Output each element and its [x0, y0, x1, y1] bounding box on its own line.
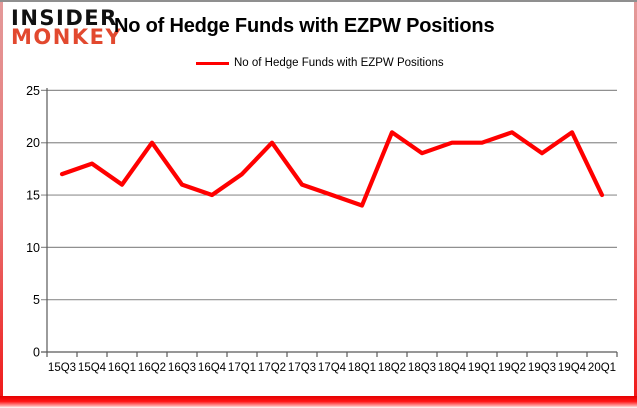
y-tick-label: 5 — [33, 293, 40, 307]
x-tick-label: 18Q4 — [438, 362, 467, 374]
x-tick-label: 17Q1 — [228, 362, 256, 374]
y-tick-label: 25 — [26, 84, 40, 98]
x-tick-label: 18Q1 — [348, 362, 376, 374]
x-tick-label: 15Q4 — [78, 362, 107, 374]
x-tick-label: 18Q2 — [378, 362, 406, 374]
card-border-bottom — [0, 396, 637, 408]
x-tick-label: 19Q3 — [528, 362, 556, 374]
x-tick-label: 16Q2 — [138, 362, 166, 374]
x-tick-label: 20Q1 — [588, 362, 616, 374]
x-tick-label: 17Q3 — [288, 362, 316, 374]
x-tick-label: 19Q1 — [468, 362, 496, 374]
chart-title: No of Hedge Funds with EZPW Positions — [114, 15, 495, 37]
x-tick-label: 16Q3 — [168, 362, 196, 374]
y-tick-label: 10 — [26, 241, 40, 255]
chart-legend: No of Hedge Funds with EZPW Positions — [196, 57, 444, 69]
x-tick-label: 15Q3 — [48, 362, 76, 374]
series-line — [59, 130, 605, 208]
x-tick-label: 19Q2 — [498, 362, 526, 374]
card-border-right — [634, 2, 637, 400]
card-border-left — [0, 2, 3, 400]
x-tick-label: 16Q1 — [108, 362, 136, 374]
x-tick-label: 17Q4 — [318, 362, 347, 374]
legend-label: No of Hedge Funds with EZPW Positions — [234, 57, 444, 69]
logo-line-monkey: MONKEY — [11, 25, 123, 49]
x-tick-label: 19Q4 — [558, 362, 587, 374]
legend-line-swatch — [196, 61, 229, 65]
x-tick-label: 16Q4 — [198, 362, 227, 374]
x-tick-label: 18Q3 — [408, 362, 436, 374]
x-tick-label: 17Q2 — [258, 362, 286, 374]
y-tick-label: 20 — [26, 136, 40, 150]
logo-line-insider: INSIDER — [11, 6, 118, 30]
y-tick-label: 15 — [26, 189, 40, 203]
insider-monkey-logo: INSIDER MONKEY — [11, 6, 123, 49]
y-tick-label: 0 — [33, 346, 40, 360]
card-border-top — [0, 0, 637, 2]
